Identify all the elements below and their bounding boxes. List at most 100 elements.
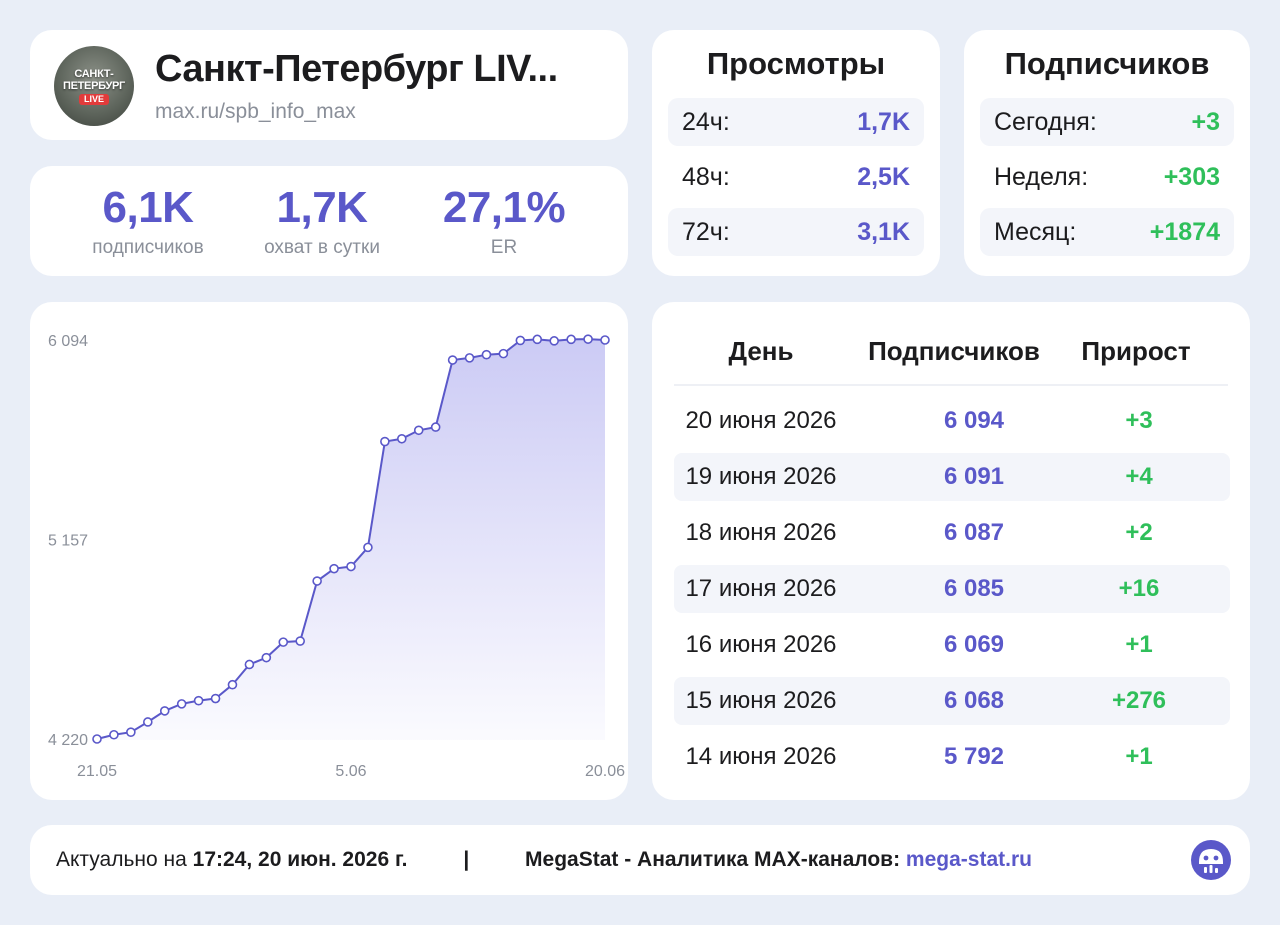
chart-point[interactable] [244,659,255,670]
chart-point[interactable] [176,699,187,709]
chart-y-tick-label: 5 157 [48,533,88,550]
chart-point[interactable] [159,706,170,716]
chart-point[interactable] [193,695,204,706]
table-row: 20 июня 2026 6 094 +3 [674,397,1230,445]
growth-row-label: Месяц: [994,217,1077,246]
views-row-value: 2,5K [857,162,910,191]
chart-y-tick-label: 4 220 [48,732,88,749]
chart-x-tick-label: 5.06 [335,763,366,780]
row-growth: +16 [1118,575,1160,602]
chart-point[interactable] [396,433,407,444]
views-row-72h: 72ч: 3,1K [668,208,924,256]
views-row-24h: 24ч: 1,7K [668,98,924,146]
chart-point[interactable] [464,353,475,363]
avatar-text-line2: ПЕТЕРБУРГ [63,79,125,92]
kpi-label: подписчиков [92,237,204,258]
channel-title: Санкт-Петербург LIV... [155,48,558,90]
chart-point[interactable] [295,636,306,646]
chart-point[interactable] [346,561,356,572]
chart-point[interactable] [380,436,390,447]
kpi-subscribers: 6,1K подписчиков [58,180,238,260]
kpi-value: 6,1K [102,183,194,232]
chart-point[interactable] [498,348,509,359]
chart-point[interactable] [413,425,424,436]
row-growth: +4 [1125,463,1153,490]
footer-separator: | [463,848,470,871]
table-row: 16 июня 2026 6 069 +1 [674,621,1230,669]
growth-row-label: Сегодня: [994,107,1097,136]
footer-bar: Актуально на 17:24, 20 июн. 2026 г. | Me… [30,825,1250,895]
kpi-er: 27,1% ER [414,180,594,260]
megastat-logo-icon[interactable] [1190,839,1232,881]
kpi-label: ER [490,237,518,258]
channel-link[interactable]: max.ru/spb_info_max [155,100,356,123]
chart-point[interactable] [92,734,102,744]
row-subscribers: 6 068 [943,687,1005,714]
chart-point[interactable] [430,422,441,432]
chart-point[interactable] [109,729,119,740]
footer-brand-text: MegaStat - Аналитика MAX-каналов: [525,848,901,871]
subscribers-chart-card: 6 094 5 157 4 220 21.05 5.06 20.06 [30,302,628,800]
avatar-text-line1: САНКТ- [74,67,114,80]
views-row-value: 3,1K [857,217,910,246]
chart-y-tick-label: 6 094 [48,333,88,350]
kpi-label: охват в сутки [264,237,380,258]
footer-updated-prefix: Актуально на [56,848,187,871]
daily-subscribers-table: День Подписчиков Прирост 20 июня 2026 6 … [652,302,1250,800]
chart-point[interactable] [210,693,221,704]
row-subscribers: 6 094 [943,407,1005,434]
chart-point[interactable] [600,335,610,345]
table-header-day: День [728,336,794,366]
chart-point[interactable] [363,542,373,553]
kpi-reach: 1,7K охват в сутки [232,180,412,260]
chart-point[interactable] [227,679,238,690]
chart-point[interactable] [278,637,289,647]
row-day: 16 июня 2026 [685,631,837,658]
table-row: 18 июня 2026 6 087 +2 [674,509,1230,557]
row-day: 17 июня 2026 [685,575,837,602]
table-header-subscribers: Подписчиков [868,336,1040,366]
chart-point[interactable] [312,576,322,586]
kpi-value: 1,7K [276,183,368,232]
growth-row-value: +3 [1191,107,1220,136]
chart-point[interactable] [447,355,458,365]
growth-row-month: Месяц: +1874 [980,208,1234,256]
table-row: 17 июня 2026 6 085 +16 [674,565,1230,613]
row-growth: +1 [1125,743,1153,770]
chart-point[interactable] [532,334,543,345]
chart-point[interactable] [126,727,136,737]
chart-point[interactable] [583,334,593,344]
footer-link[interactable]: mega-stat.ru [905,848,1032,871]
table-header-growth: Прирост [1081,336,1191,366]
chart-point[interactable] [329,563,339,574]
row-growth: +3 [1125,407,1153,434]
views-row-label: 48ч: [682,162,730,191]
table-row: 14 июня 2026 5 792 +1 [674,733,1230,781]
chart-point[interactable] [515,335,526,346]
chart-point[interactable] [549,336,560,346]
row-day: 15 июня 2026 [685,687,837,714]
chart-point[interactable] [143,717,153,727]
row-subscribers: 6 069 [943,631,1005,658]
row-day: 19 июня 2026 [685,463,837,490]
chart-x-tick-label: 21.05 [77,763,117,780]
growth-row-label: Неделя: [994,162,1089,191]
growth-row-value: +1874 [1149,217,1220,246]
subscribers-growth-title: Подписчиков [1004,46,1210,81]
channel-card: САНКТ- ПЕТЕРБУРГ LIVE Санкт-Петербург LI… [30,30,628,140]
chart-point[interactable] [261,652,272,663]
growth-row-value: +303 [1163,162,1220,191]
row-growth: +276 [1111,687,1167,714]
table-row: 19 июня 2026 6 091 +4 [674,453,1230,501]
views-row-value: 1,7K [857,107,910,136]
views-title: Просмотры [706,46,886,81]
chart-point[interactable] [566,334,576,345]
row-day: 20 июня 2026 [685,407,837,434]
chart-point[interactable] [481,349,492,360]
avatar[interactable]: САНКТ- ПЕТЕРБУРГ LIVE [54,46,134,126]
chart-x-tick-label: 20.06 [585,763,625,780]
table-row: 15 июня 2026 6 068 +276 [674,677,1230,725]
kpi-value: 27,1% [442,183,566,232]
footer-text: Актуально на 17:24, 20 июн. 2026 г. | Me… [56,825,1032,895]
kpi-card: 6,1K подписчиков 1,7K охват в сутки 27,1… [30,166,628,276]
